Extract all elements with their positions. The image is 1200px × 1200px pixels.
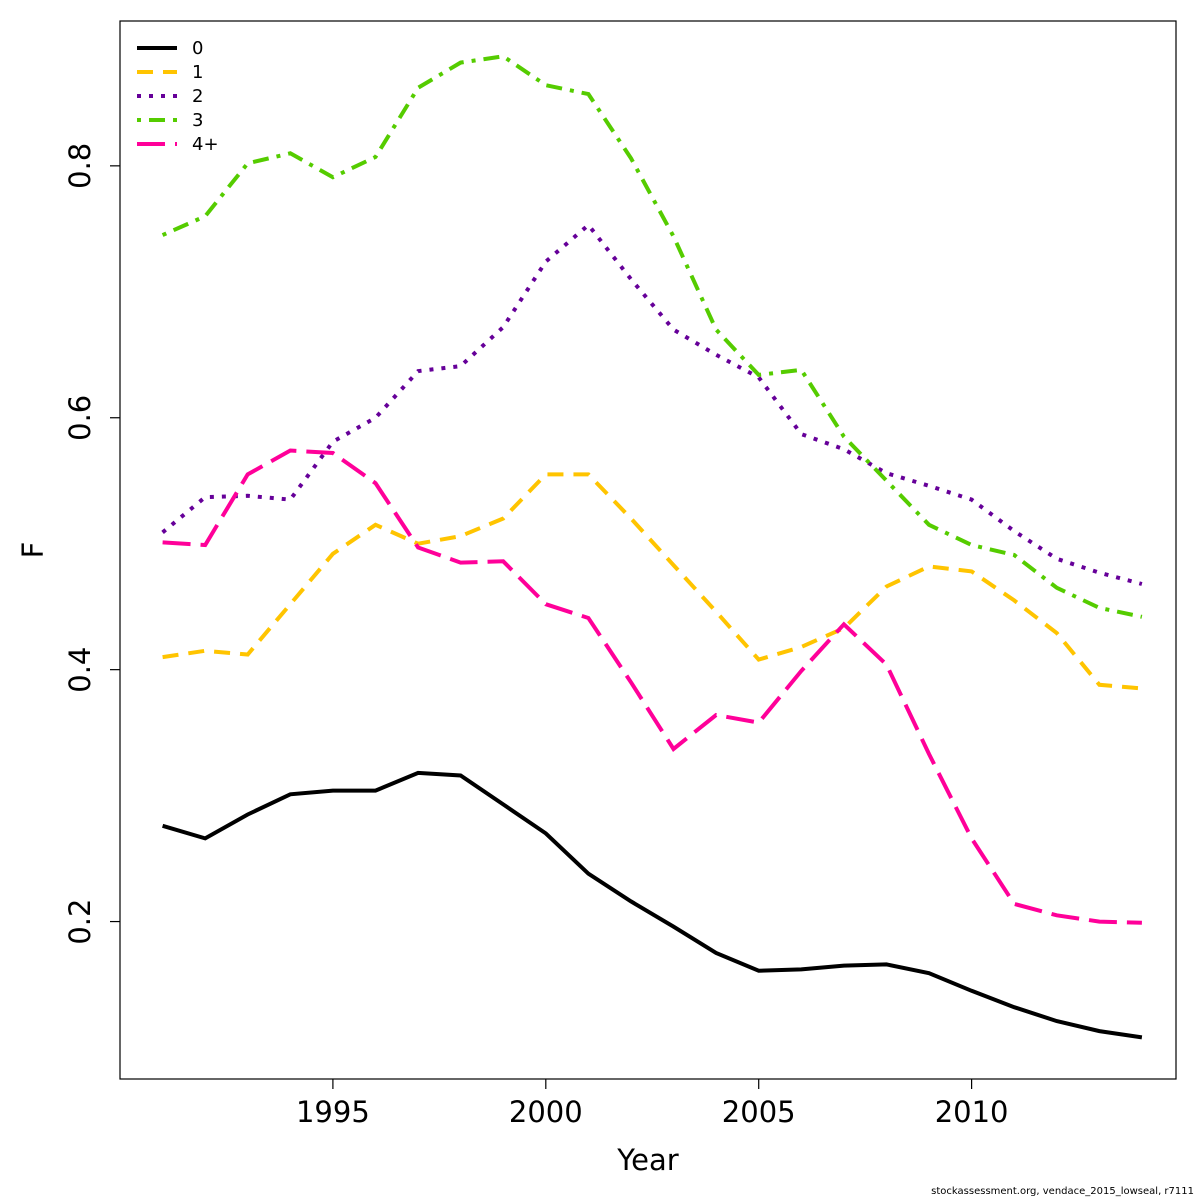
series-line-2 xyxy=(161,222,1143,586)
x-tick-label: 2005 xyxy=(722,1095,796,1129)
y-tick-label: 0.6 xyxy=(63,395,97,441)
x-axis: 1995 2000 2005 2010 xyxy=(296,1079,1009,1129)
y-axis-label: F xyxy=(16,542,50,559)
series-lines xyxy=(161,54,1143,1040)
x-axis-label: Year xyxy=(616,1143,678,1177)
x-tick-label: 1995 xyxy=(296,1095,370,1129)
legend-label-4: 4+ xyxy=(192,134,219,155)
series-line-4 xyxy=(162,448,1142,925)
legend-label-3: 3 xyxy=(192,110,203,131)
footer-credit: stockassessment.org, vendace_2015_lowsea… xyxy=(931,1186,1194,1197)
series-line-0 xyxy=(162,770,1143,1040)
y-tick-label: 0.8 xyxy=(63,143,97,189)
legend-label-0: 0 xyxy=(192,38,203,59)
x-tick-label: 2000 xyxy=(509,1095,583,1129)
legend-label-1: 1 xyxy=(192,62,203,83)
series-line-1 xyxy=(162,472,1143,691)
legend-label-2: 2 xyxy=(192,86,203,107)
plot-box xyxy=(119,20,1177,1080)
y-tick-label: 0.2 xyxy=(63,899,97,945)
legend: 0 1 2 3 4+ xyxy=(137,38,219,155)
series-line-3 xyxy=(161,54,1143,619)
x-tick-label: 2010 xyxy=(935,1095,1009,1129)
y-axis: 0.2 0.4 0.6 0.8 xyxy=(63,143,120,945)
y-tick-label: 0.4 xyxy=(63,647,97,693)
